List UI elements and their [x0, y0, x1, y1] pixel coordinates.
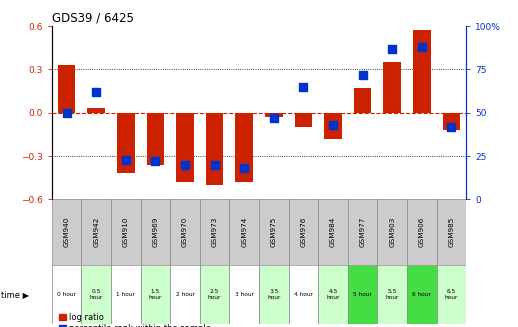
- Bar: [235, 113, 253, 182]
- Bar: [57, 65, 76, 113]
- Point: [447, 124, 455, 129]
- Bar: [81, 265, 111, 324]
- Bar: [354, 88, 371, 113]
- Point: [358, 72, 367, 77]
- Bar: [442, 113, 461, 130]
- Bar: [229, 199, 259, 265]
- Bar: [318, 199, 348, 265]
- Bar: [265, 113, 283, 117]
- Point: [329, 122, 337, 128]
- Bar: [170, 265, 200, 324]
- Text: 2 hour: 2 hour: [176, 292, 194, 297]
- Text: 2.5
hour: 2.5 hour: [208, 289, 221, 300]
- Bar: [88, 109, 105, 113]
- Bar: [111, 265, 140, 324]
- Bar: [437, 199, 466, 265]
- Bar: [176, 113, 194, 182]
- Bar: [259, 199, 289, 265]
- Text: GSM906: GSM906: [419, 217, 425, 247]
- Bar: [52, 199, 81, 265]
- Bar: [407, 199, 437, 265]
- Text: 5 hour: 5 hour: [353, 292, 372, 297]
- Bar: [348, 199, 378, 265]
- Text: GSM973: GSM973: [211, 217, 218, 247]
- Bar: [318, 265, 348, 324]
- Text: 1.5
hour: 1.5 hour: [149, 289, 162, 300]
- Bar: [200, 265, 229, 324]
- Bar: [140, 199, 170, 265]
- Bar: [111, 199, 140, 265]
- Bar: [295, 113, 312, 127]
- Bar: [229, 265, 259, 324]
- Text: 3 hour: 3 hour: [235, 292, 254, 297]
- Bar: [52, 265, 81, 324]
- Text: GSM970: GSM970: [182, 217, 188, 247]
- Text: GSM942: GSM942: [93, 217, 99, 247]
- Bar: [289, 265, 318, 324]
- Point: [270, 115, 278, 121]
- Bar: [140, 265, 170, 324]
- Point: [210, 162, 219, 167]
- Bar: [378, 265, 407, 324]
- Point: [388, 46, 396, 51]
- Text: 4.5
hour: 4.5 hour: [326, 289, 340, 300]
- Text: 6.5
hour: 6.5 hour: [445, 289, 458, 300]
- Text: 1 hour: 1 hour: [117, 292, 135, 297]
- Bar: [413, 30, 430, 113]
- Text: GSM975: GSM975: [271, 217, 277, 247]
- Bar: [200, 199, 229, 265]
- Bar: [259, 265, 289, 324]
- Legend: log ratio, percentile rank within the sample: log ratio, percentile rank within the sa…: [56, 310, 214, 327]
- Point: [122, 157, 130, 162]
- Bar: [407, 265, 437, 324]
- Bar: [117, 113, 135, 173]
- Text: time ▶: time ▶: [1, 290, 28, 299]
- Text: GSM974: GSM974: [241, 217, 247, 247]
- Bar: [348, 265, 378, 324]
- Text: GSM984: GSM984: [330, 217, 336, 247]
- Bar: [289, 199, 318, 265]
- Text: GSM976: GSM976: [300, 217, 307, 247]
- Bar: [324, 113, 342, 139]
- Text: GSM940: GSM940: [64, 217, 69, 247]
- Text: GSM977: GSM977: [359, 217, 366, 247]
- Bar: [383, 62, 401, 113]
- Bar: [147, 113, 164, 165]
- Text: GDS39 / 6425: GDS39 / 6425: [52, 12, 134, 25]
- Point: [418, 44, 426, 50]
- Text: GSM985: GSM985: [449, 217, 454, 247]
- Bar: [206, 113, 223, 185]
- Text: 0 hour: 0 hour: [57, 292, 76, 297]
- Bar: [437, 265, 466, 324]
- Bar: [170, 199, 200, 265]
- Text: 5.5
hour: 5.5 hour: [385, 289, 399, 300]
- Point: [63, 110, 71, 115]
- Text: 4 hour: 4 hour: [294, 292, 313, 297]
- Text: 3.5
hour: 3.5 hour: [267, 289, 280, 300]
- Bar: [378, 199, 407, 265]
- Point: [240, 166, 248, 171]
- Text: 6 hour: 6 hour: [412, 292, 431, 297]
- Point: [92, 89, 100, 95]
- Text: GSM910: GSM910: [123, 217, 129, 247]
- Point: [181, 162, 189, 167]
- Point: [151, 159, 160, 164]
- Text: 0.5
hour: 0.5 hour: [90, 289, 103, 300]
- Bar: [81, 199, 111, 265]
- Point: [299, 84, 308, 89]
- Text: GSM903: GSM903: [389, 217, 395, 247]
- Text: GSM969: GSM969: [152, 217, 159, 247]
